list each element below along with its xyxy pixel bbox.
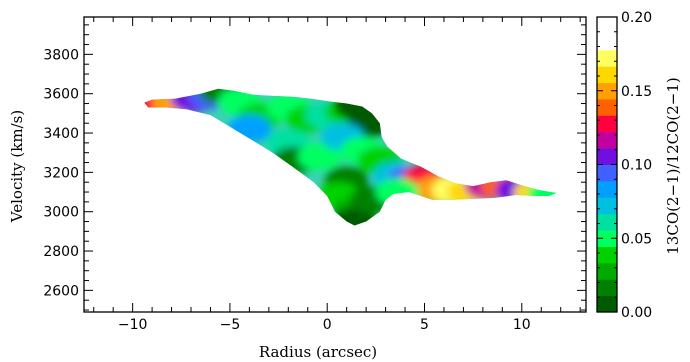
x-tick-label: 10 bbox=[513, 317, 531, 333]
colorbar-label: 13CO(2−1)/12CO(2−1) bbox=[664, 77, 682, 255]
y-tick-label: 2800 bbox=[43, 244, 79, 260]
colorbar-tick-label: 0.15 bbox=[621, 84, 652, 100]
ratio-cell bbox=[332, 207, 377, 226]
y-tick-label: 3000 bbox=[43, 205, 79, 221]
ratio-cell bbox=[297, 142, 342, 171]
y-tick-label: 3200 bbox=[43, 165, 79, 181]
plot-frame bbox=[83, 16, 587, 313]
colorbar-band bbox=[597, 230, 617, 247]
y-axis-label: Velocity (km/s) bbox=[8, 110, 26, 223]
colorbar-band bbox=[597, 66, 617, 84]
colorbar-band bbox=[597, 82, 617, 100]
x-tick-label: −5 bbox=[220, 317, 241, 333]
x-axis: −10 −5 0 5 10 bbox=[93, 17, 581, 333]
colorbar-axis: 0.00 0.05 0.10 0.15 0.20 bbox=[597, 10, 652, 321]
colorbar-band bbox=[597, 33, 617, 51]
y-tick-label: 2600 bbox=[43, 283, 79, 299]
plot-area: −10 −5 0 5 10 2600 2800 3000 3200 3400 3600 3800 R… bbox=[8, 16, 587, 361]
x-tick-label: 5 bbox=[420, 317, 429, 333]
colorbar-scale bbox=[597, 17, 617, 313]
colorbar-tick-label: 0.00 bbox=[621, 305, 652, 321]
colorbar-band bbox=[597, 148, 617, 165]
colorbar-band bbox=[597, 180, 617, 198]
colorbar-band bbox=[597, 131, 617, 149]
colorbar-band bbox=[597, 17, 617, 34]
x-tick-label: −10 bbox=[118, 317, 148, 333]
colorbar-tick-label: 0.10 bbox=[621, 158, 652, 174]
colorbar-band bbox=[597, 115, 617, 133]
colorbar-band bbox=[597, 197, 617, 215]
colorbar-band bbox=[597, 295, 617, 313]
colorbar-tick-label: 0.05 bbox=[621, 231, 652, 247]
y-tick-label: 3600 bbox=[43, 87, 79, 103]
y-tick-label: 3400 bbox=[43, 126, 79, 142]
y-axis: 2600 2800 3000 3200 3400 3600 3800 bbox=[43, 24, 586, 311]
x-tick-label: 0 bbox=[323, 317, 332, 333]
colorbar-band bbox=[597, 213, 617, 231]
colorbar: 0.00 0.05 0.10 0.15 0.20 13CO(2−1)/12CO(2−1) bbox=[596, 10, 682, 321]
colorbar-band bbox=[597, 246, 617, 264]
colorbar-band bbox=[597, 279, 617, 297]
colorbar-band bbox=[597, 262, 617, 280]
x-axis-label: Radius (arcsec) bbox=[259, 343, 377, 361]
colorbar-band bbox=[597, 49, 617, 67]
y-tick-label: 3800 bbox=[43, 47, 79, 63]
colorbar-tick-label: 0.20 bbox=[621, 10, 652, 26]
colorbar-band bbox=[597, 164, 617, 182]
colorbar-band bbox=[597, 98, 617, 116]
